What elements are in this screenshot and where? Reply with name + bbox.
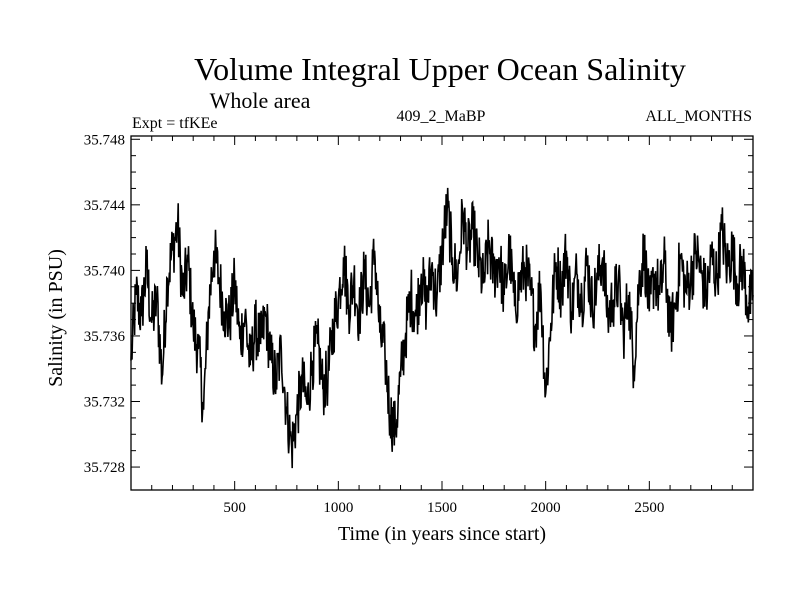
- y-tick-label: 35.744: [84, 198, 126, 214]
- x-tick-label: 2000: [531, 500, 561, 516]
- annotation-center: 409_2_MaBP: [397, 108, 486, 125]
- chart-title: Volume Integral Upper Ocean Salinity: [194, 51, 686, 87]
- x-tick-label: 1000: [323, 500, 353, 516]
- x-axis-label: Time (in years since start): [338, 523, 546, 545]
- annotation-left: Expt = tfKEe: [132, 115, 217, 132]
- y-tick-label: 35.740: [84, 263, 125, 279]
- series-line: [130, 187, 754, 469]
- y-tick-label: 35.732: [84, 395, 125, 411]
- y-tick-label: 35.728: [84, 460, 125, 476]
- y-tick-label: 35.736: [84, 329, 126, 345]
- y-axis-label: Salinity (in PSU): [45, 249, 67, 387]
- chart-subtitle: Whole area: [210, 88, 311, 113]
- plot-area: 35.728 35.732 35.736 35.740 35.744 35.748 500 1…: [84, 132, 754, 516]
- y-tick-label: 35.748: [84, 132, 125, 148]
- annotation-right: ALL_MONTHS: [645, 108, 752, 125]
- x-tick-label: 500: [223, 500, 246, 516]
- x-tick-label: 1500: [427, 500, 457, 516]
- x-tick-label: 2500: [634, 500, 664, 516]
